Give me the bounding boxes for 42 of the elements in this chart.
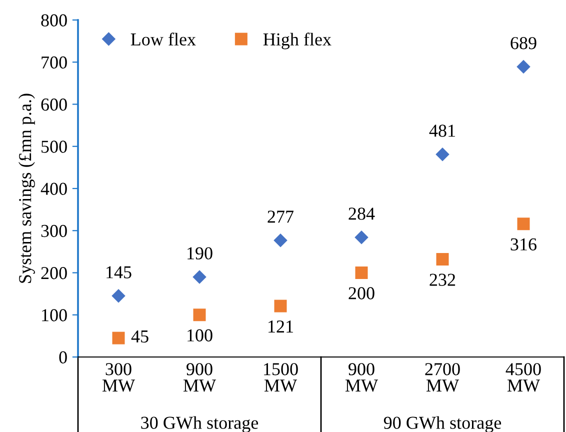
- y-tick-label: 600: [41, 98, 67, 111]
- data-label: 277: [268, 210, 294, 223]
- data-label: 232: [430, 274, 456, 286]
- data-label: 45: [131, 330, 148, 343]
- y-tick-label: 300: [41, 224, 67, 238]
- y-tick-label: 700: [42, 56, 67, 69]
- point: [274, 233, 288, 248]
- y-tick-label: 0: [59, 351, 67, 364]
- data-label: 316: [510, 238, 537, 250]
- x-tick-label: 4500 MW: [506, 363, 541, 392]
- x-tick-label: 900 MW: [345, 363, 378, 392]
- point: [354, 230, 368, 244]
- point: [517, 218, 530, 230]
- data-label: 481: [429, 124, 455, 137]
- point: [436, 253, 449, 266]
- y-tick-label: 200: [41, 267, 67, 280]
- legend-label: Low flex: [130, 32, 196, 46]
- data-label: 689: [510, 37, 536, 50]
- y-tick-label: 400: [40, 182, 67, 195]
- x-tick-label: 900 MW: [183, 363, 216, 392]
- data-label: 284: [348, 208, 375, 220]
- y-tick-label: 800: [41, 14, 67, 26]
- point: [436, 148, 450, 162]
- x-tick-label: 1500 MW: [264, 363, 298, 392]
- legend-label: High flex: [263, 32, 332, 50]
- data-label: 200: [348, 287, 374, 300]
- y-tick-label: 100: [42, 309, 67, 322]
- data-label: 190: [188, 247, 212, 260]
- x-tick-label: 2700 MW: [425, 363, 460, 392]
- point: [516, 60, 530, 74]
- point: [112, 332, 125, 344]
- x-tick-label: 300 MW: [102, 363, 136, 392]
- point: [192, 270, 206, 284]
- point: [112, 289, 126, 303]
- data-label: 121: [268, 320, 293, 332]
- data-label: 145: [106, 266, 132, 278]
- y-tick-label: 500: [42, 140, 67, 153]
- y-axis-title: System savings (£mn p.a.): [18, 94, 35, 283]
- point: [193, 308, 206, 322]
- point: [274, 300, 287, 312]
- point: [355, 266, 368, 279]
- data-label: 100: [188, 329, 212, 342]
